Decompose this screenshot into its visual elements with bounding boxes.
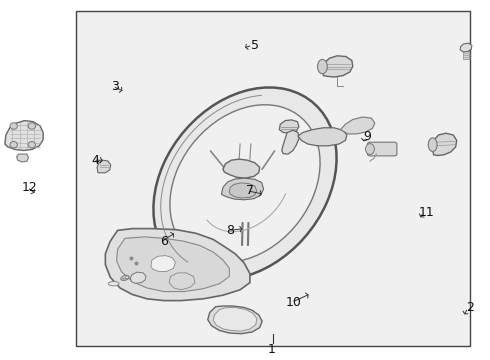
Text: 10: 10: [286, 296, 302, 309]
Polygon shape: [279, 120, 299, 133]
Polygon shape: [282, 130, 299, 154]
Text: 12: 12: [22, 181, 37, 194]
Polygon shape: [432, 133, 457, 156]
Polygon shape: [17, 154, 28, 162]
Polygon shape: [322, 56, 353, 77]
Polygon shape: [169, 273, 195, 290]
Ellipse shape: [153, 87, 337, 280]
Text: 8: 8: [226, 224, 234, 237]
Text: 5: 5: [251, 39, 259, 51]
Polygon shape: [229, 183, 257, 198]
Ellipse shape: [28, 123, 36, 129]
Polygon shape: [460, 43, 472, 52]
Polygon shape: [117, 237, 229, 292]
Text: 6: 6: [160, 235, 168, 248]
Text: 11: 11: [418, 206, 434, 219]
Ellipse shape: [121, 275, 129, 280]
Bar: [463, 51, 469, 59]
FancyBboxPatch shape: [368, 142, 397, 156]
Ellipse shape: [10, 141, 18, 148]
Ellipse shape: [366, 144, 374, 154]
Ellipse shape: [318, 59, 327, 74]
Polygon shape: [341, 117, 375, 134]
Ellipse shape: [10, 123, 18, 129]
Polygon shape: [223, 159, 260, 178]
Text: 9: 9: [364, 130, 371, 143]
Polygon shape: [97, 160, 111, 173]
Ellipse shape: [28, 141, 36, 148]
Text: 7: 7: [246, 184, 254, 197]
Text: 3: 3: [111, 80, 119, 93]
Polygon shape: [298, 128, 347, 146]
Polygon shape: [213, 307, 257, 331]
Text: 2: 2: [466, 301, 474, 314]
Polygon shape: [151, 256, 175, 271]
Ellipse shape: [170, 105, 320, 262]
Bar: [76, 11, 470, 346]
Ellipse shape: [108, 282, 119, 286]
Polygon shape: [221, 178, 264, 200]
Polygon shape: [5, 121, 43, 150]
Ellipse shape: [428, 138, 437, 152]
Polygon shape: [130, 272, 146, 283]
Text: 4: 4: [92, 154, 99, 167]
Polygon shape: [208, 306, 262, 334]
Polygon shape: [105, 229, 250, 301]
Text: 1: 1: [268, 343, 276, 356]
